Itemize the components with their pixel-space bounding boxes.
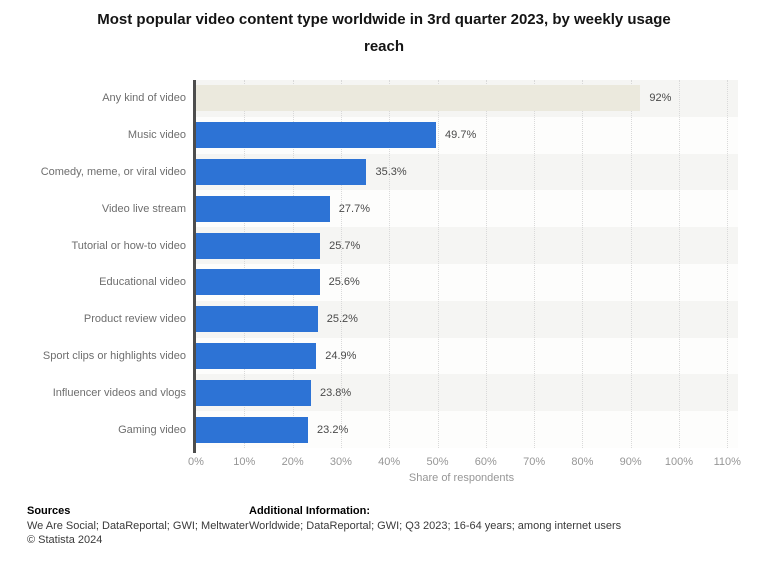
bar <box>196 343 317 369</box>
value-label: 35.3% <box>375 166 407 178</box>
gridline <box>244 80 246 448</box>
category-label: Video live stream <box>101 202 186 215</box>
chart-title-line1: Most popular video content type worldwid… <box>97 11 671 28</box>
value-label: 92% <box>649 92 672 105</box>
category-label: Comedy, meme, or viral video <box>40 166 186 178</box>
bar <box>196 269 320 296</box>
x-tick-label: 50% <box>426 456 449 468</box>
x-tick-label: 90% <box>619 456 642 468</box>
category-label: Gaming video <box>118 423 186 436</box>
category-label: Tutorial or how-to video <box>71 239 186 252</box>
category-label: Music video <box>127 129 186 142</box>
gridline <box>437 80 439 448</box>
category-label: Educational video <box>99 276 186 289</box>
x-tick-label: 30% <box>329 456 352 468</box>
additional-info-text: Worldwide; DataReportal; GWI; Q3 2023; 1… <box>249 519 622 532</box>
value-label: 25.7% <box>329 239 361 252</box>
value-label: 25.6% <box>328 276 360 289</box>
category-label: Influencer videos and vlogs <box>52 386 186 399</box>
x-tick-label: 10% <box>233 456 256 468</box>
gridline <box>727 80 729 448</box>
value-label: 25.2% <box>326 313 358 326</box>
x-tick-label: 80% <box>571 456 594 468</box>
gridline <box>630 80 632 448</box>
x-tick-label: 0% <box>188 456 204 468</box>
value-label: 23.2% <box>317 423 349 436</box>
bar <box>196 232 321 259</box>
gridline <box>292 80 294 448</box>
sources-heading: Sources <box>27 505 71 517</box>
chart-title-line2: reach <box>363 38 405 55</box>
x-tick-label: 40% <box>378 456 401 468</box>
copyright-text: © Statista 2024 <box>27 534 103 546</box>
value-label: 23.8% <box>319 386 352 399</box>
gridline <box>340 80 342 448</box>
x-tick-label: 60% <box>474 456 497 468</box>
value-label: 24.9% <box>325 350 357 362</box>
x-tick-label: 110% <box>713 456 741 468</box>
bar <box>196 159 367 185</box>
chart-title: Most popular video content type worldwid… <box>0 6 768 60</box>
bar <box>196 122 437 149</box>
category-label: Sport clips or highlights video <box>42 350 186 362</box>
y-axis-line <box>193 80 196 453</box>
bar <box>196 306 318 333</box>
x-tick-label: 70% <box>523 456 546 468</box>
sources-text: We Are Social; DataReportal; GWI; Meltwa… <box>27 519 249 532</box>
gridline <box>582 80 584 448</box>
x-tick-label: 20% <box>281 456 304 468</box>
bar <box>196 416 309 443</box>
gridline <box>679 80 680 448</box>
category-label: Product review video <box>83 313 186 326</box>
x-tick-label: 100% <box>664 456 694 468</box>
gridline <box>389 80 391 448</box>
value-label: 49.7% <box>445 129 477 142</box>
gridline <box>534 80 536 448</box>
bar <box>196 195 330 222</box>
gridline <box>485 80 487 448</box>
value-label: 27.7% <box>338 202 370 215</box>
additional-info-block: Additional Information: Worldwide; DataR… <box>249 504 621 533</box>
bar <box>196 379 311 406</box>
x-axis-label: Share of respondents <box>408 472 515 484</box>
additional-info-heading: Additional Information: <box>249 505 370 517</box>
sources-block: Sources We Are Social; DataReportal; GWI… <box>27 504 249 548</box>
category-label: Any kind of video <box>102 92 186 105</box>
bar <box>196 85 641 112</box>
